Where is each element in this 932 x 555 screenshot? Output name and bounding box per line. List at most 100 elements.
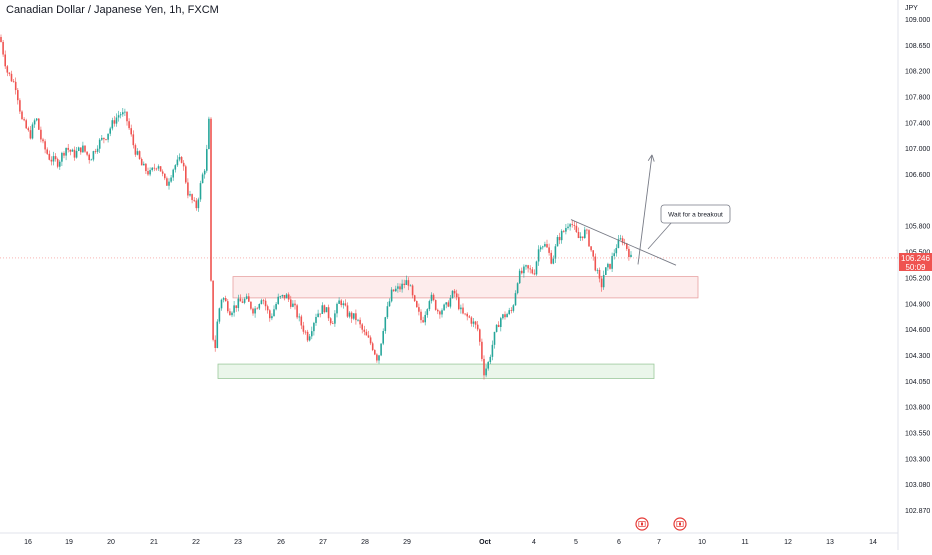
candle-body bbox=[103, 137, 105, 140]
x-tick-label: 19 bbox=[65, 539, 73, 546]
candle-body bbox=[195, 200, 198, 209]
x-tick-label: 5 bbox=[574, 539, 578, 546]
candle-body bbox=[119, 114, 122, 116]
candle-body bbox=[598, 269, 601, 279]
candle-body bbox=[243, 298, 246, 303]
candle-body bbox=[273, 309, 275, 317]
projection-arrow bbox=[637, 154, 653, 265]
candle-body bbox=[359, 319, 361, 325]
candle-body bbox=[584, 229, 586, 238]
candle-body bbox=[506, 314, 508, 318]
callout-box bbox=[660, 204, 731, 224]
candle-body bbox=[48, 153, 51, 160]
x-tick-label: 21 bbox=[150, 539, 158, 546]
candle-body bbox=[451, 290, 454, 298]
candle-body bbox=[222, 298, 225, 300]
candle-body bbox=[556, 237, 559, 247]
countdown-value: 50:09 bbox=[905, 263, 926, 272]
candle-body bbox=[630, 254, 632, 258]
x-tick-label: 27 bbox=[319, 539, 327, 546]
candle-body bbox=[61, 152, 63, 162]
candle-body bbox=[6, 66, 9, 73]
candle-body bbox=[168, 181, 170, 186]
candle-body bbox=[468, 316, 471, 318]
candle-body bbox=[193, 199, 195, 201]
candle-body bbox=[332, 323, 334, 325]
y-tick-label: 104.900 bbox=[905, 301, 930, 308]
candle-body bbox=[575, 225, 578, 232]
candle-body bbox=[132, 134, 135, 146]
candle-body bbox=[117, 115, 120, 118]
candle-body bbox=[342, 303, 345, 306]
y-tick-label: 103.800 bbox=[905, 405, 930, 412]
y-tick-label: 105.200 bbox=[905, 275, 930, 282]
candle-body bbox=[397, 286, 399, 289]
candle-body bbox=[31, 124, 34, 139]
y-tick-label: 105.800 bbox=[905, 224, 930, 231]
y-tick-label: 102.870 bbox=[905, 508, 930, 515]
currency-label: JPY bbox=[905, 5, 918, 12]
candle-body bbox=[101, 137, 103, 140]
candle-body bbox=[149, 170, 151, 175]
candle-body bbox=[300, 316, 303, 326]
candle-body bbox=[367, 335, 370, 338]
candle-body bbox=[600, 278, 603, 288]
candle-body bbox=[206, 149, 208, 171]
candle-body bbox=[227, 301, 229, 312]
candle-body bbox=[134, 145, 137, 155]
candle-body bbox=[609, 263, 611, 269]
candle-body bbox=[254, 308, 256, 314]
candle-body bbox=[315, 317, 317, 323]
candle-body bbox=[250, 301, 252, 309]
candle-body bbox=[428, 301, 431, 310]
candle-body bbox=[443, 304, 445, 311]
candle-body bbox=[281, 294, 284, 297]
candle-body bbox=[304, 331, 307, 333]
candle-body bbox=[558, 237, 561, 241]
candle-body bbox=[164, 173, 166, 179]
candle-body bbox=[19, 100, 21, 112]
resistance-zone bbox=[232, 276, 699, 299]
candle-body bbox=[59, 161, 61, 167]
candle-body bbox=[621, 238, 624, 243]
candle-body bbox=[611, 256, 613, 269]
candle-body bbox=[17, 90, 19, 101]
event-flag-leaf bbox=[679, 522, 681, 526]
candle-body bbox=[252, 308, 254, 314]
candle-body bbox=[401, 283, 403, 290]
candle-body bbox=[500, 318, 502, 327]
candle-body bbox=[189, 194, 191, 196]
candle-body bbox=[453, 290, 456, 294]
candle-body bbox=[321, 305, 324, 314]
candle-body bbox=[329, 318, 332, 324]
candle-body bbox=[527, 265, 529, 269]
candle-body bbox=[113, 120, 116, 124]
candle-body bbox=[403, 283, 405, 285]
candle-body bbox=[376, 354, 378, 361]
candle-body bbox=[115, 117, 118, 124]
candle-body bbox=[208, 118, 210, 150]
candle-body bbox=[140, 158, 143, 166]
candle-body bbox=[313, 322, 315, 332]
candle-body bbox=[491, 344, 494, 357]
candle-body bbox=[483, 358, 485, 376]
candle-body bbox=[445, 302, 447, 305]
candle-body bbox=[371, 343, 374, 351]
candle-body bbox=[346, 305, 349, 317]
candle-body bbox=[294, 303, 296, 306]
candle-body bbox=[287, 294, 290, 300]
candle-body bbox=[380, 343, 382, 356]
candle-body bbox=[283, 294, 286, 299]
candle-body bbox=[338, 300, 340, 304]
candle-body bbox=[319, 313, 321, 315]
candle-body bbox=[0, 37, 2, 42]
x-tick-label: 7 bbox=[657, 539, 661, 546]
candle-body bbox=[516, 283, 519, 294]
candle-body bbox=[340, 300, 342, 306]
candle-body bbox=[56, 159, 59, 167]
candle-body bbox=[145, 163, 147, 172]
candle-body bbox=[94, 151, 97, 152]
x-tick-label: 13 bbox=[826, 539, 834, 546]
candle-body bbox=[495, 324, 498, 332]
